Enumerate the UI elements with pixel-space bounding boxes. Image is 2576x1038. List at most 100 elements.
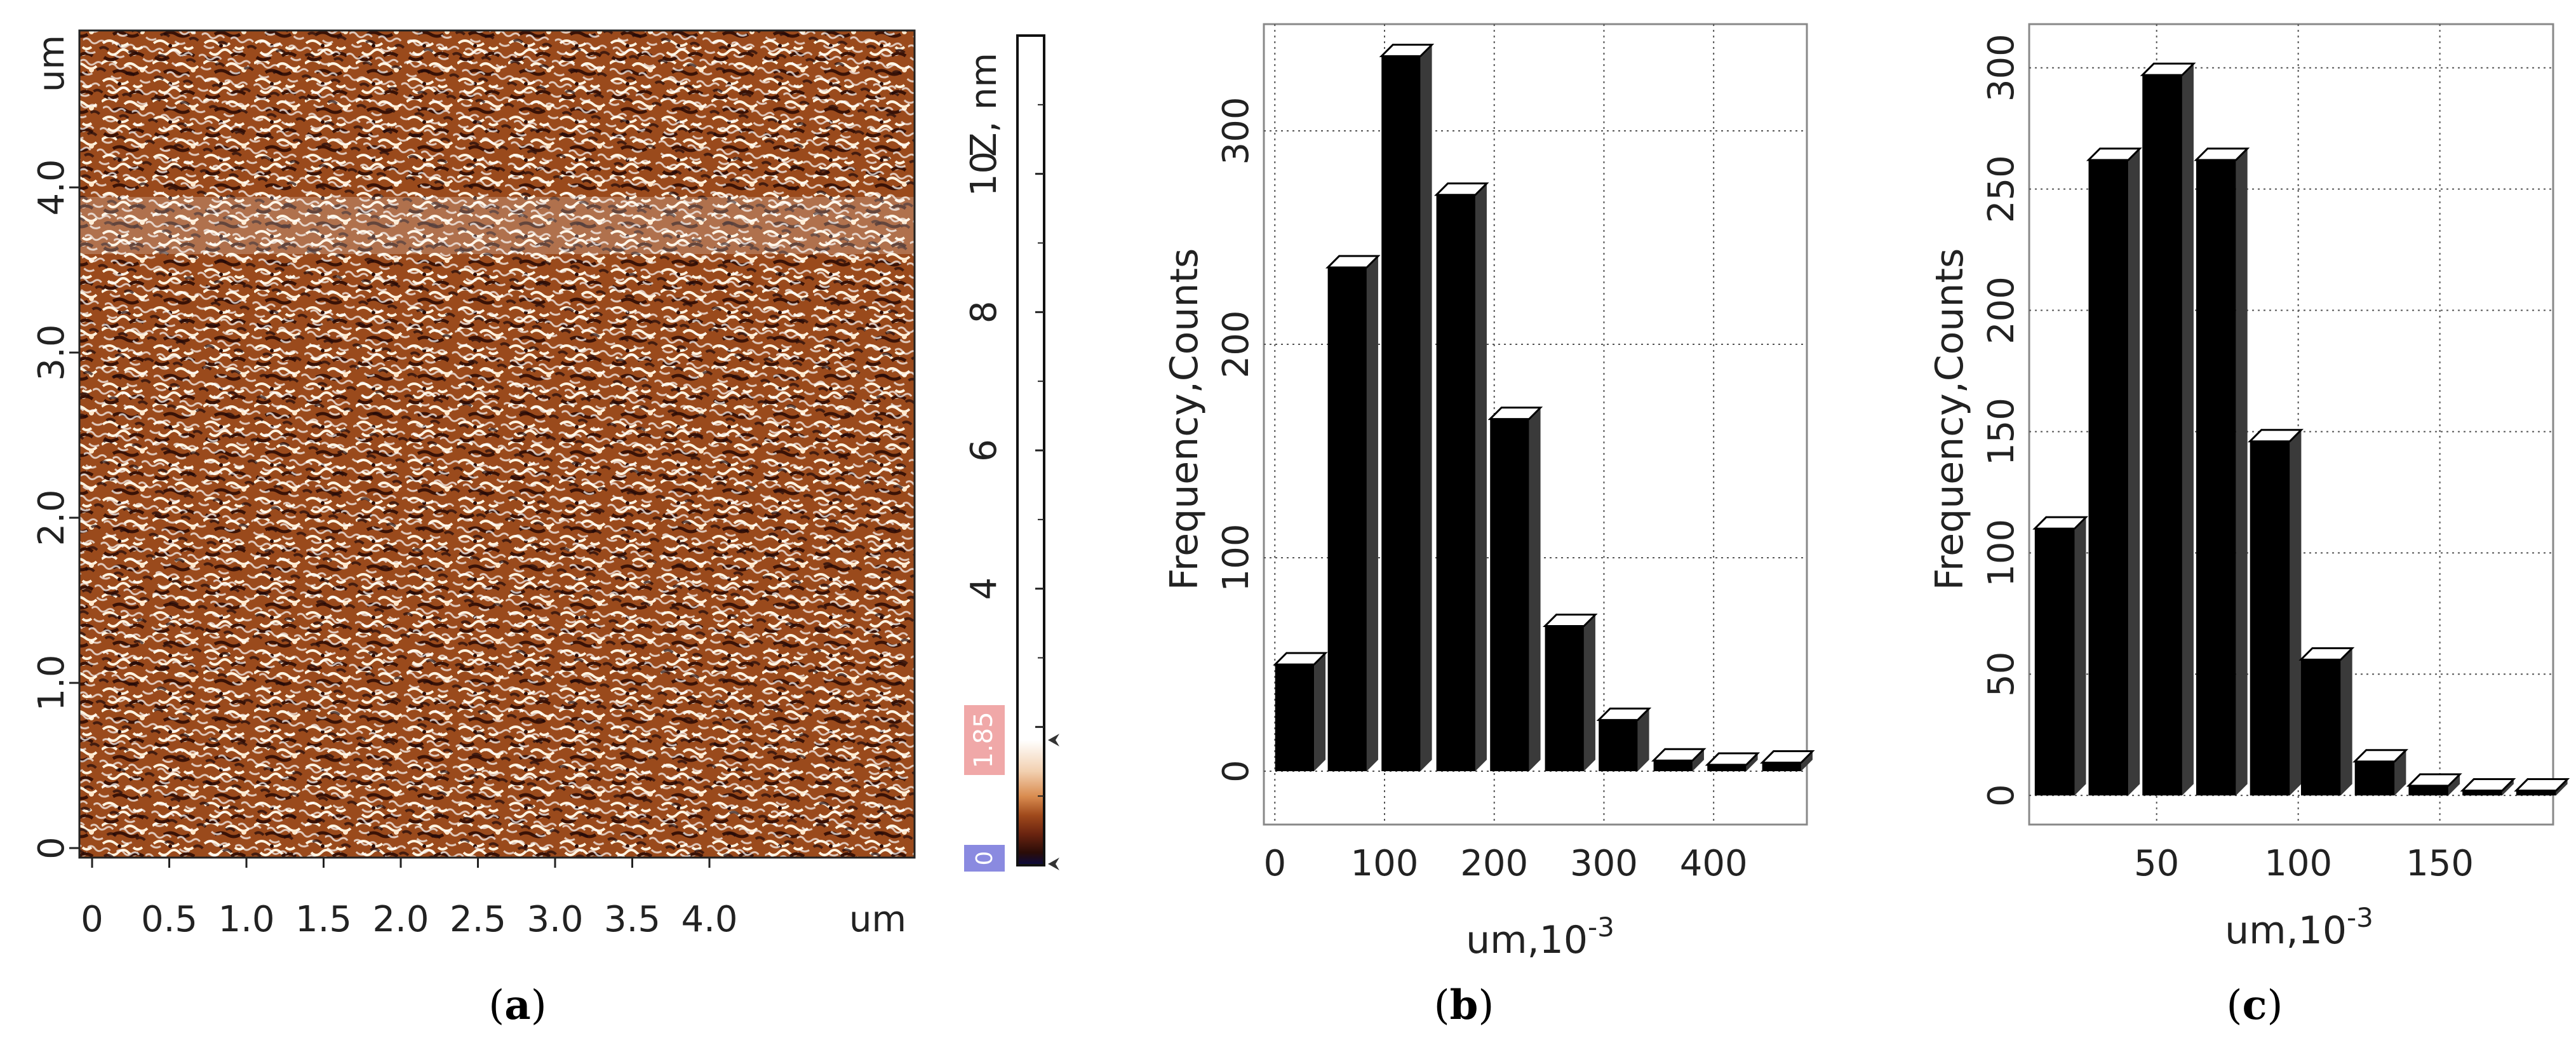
- caption-b-letter: b: [1450, 981, 1479, 1029]
- histogram-b-xlabel-exp: -3: [1588, 912, 1614, 943]
- histogram-b-xlabel: um,10-3: [1466, 912, 1614, 962]
- caption-a-letter: a: [504, 981, 530, 1029]
- afm-x-tick-label: 0: [81, 899, 104, 940]
- histogram-b-x-tick-label: 0: [1263, 843, 1286, 884]
- afm-x-tick-label: 1.5: [295, 899, 352, 940]
- histogram-b-y-tick-label: 200: [1216, 311, 1257, 379]
- histogram-c-bar: [2462, 790, 2502, 796]
- histogram-c-bar-side: [2074, 517, 2086, 796]
- histogram-b-bar: [1762, 762, 1801, 771]
- afm-y-tick-label: 1.0: [31, 654, 72, 711]
- colorbar-tick-label: 10: [963, 151, 1005, 196]
- histogram-c-x-tick-label: 100: [2264, 843, 2332, 884]
- afm-x-tick-label: 2.5: [450, 899, 506, 940]
- afm-frame: [78, 29, 916, 859]
- histogram-b-bar: [1436, 194, 1475, 771]
- afm-y-tick-label: 0: [31, 837, 72, 859]
- histogram-c-bar-top: [2248, 429, 2304, 443]
- histogram-b-bars: [1273, 43, 1815, 771]
- histogram-c-bar-side: [2340, 648, 2352, 796]
- colorbar-ticks: 246810: [963, 104, 1044, 797]
- colorbar-label: Z, nm: [963, 53, 1005, 157]
- afm-axes: 0 0.5 1.0 1.5 2.0 2.5 3.0 3.5 4.0 0 1.0 2.0 3.0 4.0: [31, 159, 738, 940]
- histogram-b-ticks: 0 100 200 300 0 100 200 300 400: [1216, 97, 1748, 884]
- histogram-c-xlabel-base: um,10: [2225, 908, 2347, 953]
- histogram-b-bar-side: [1801, 751, 1813, 771]
- afm-bright-band: [79, 197, 915, 254]
- histogram-b-bar-side: [1637, 708, 1649, 771]
- afm-texture-overlay: [79, 30, 915, 858]
- histogram-c-bar-side: [2290, 429, 2302, 796]
- afm-y-tick-label: 4.0: [31, 159, 72, 215]
- histogram-b-bar-side: [1692, 749, 1704, 771]
- afm-y-tick-label: 2.0: [31, 489, 72, 546]
- caption-a: (a): [488, 981, 546, 1029]
- histogram-c-ylabel: Frequency,Counts: [1928, 248, 1972, 590]
- histogram-c-bar: [2516, 790, 2556, 796]
- histogram-c-x-tick-label: 150: [2406, 843, 2474, 884]
- colorbar-high-value: 1.85: [969, 711, 998, 768]
- afm-x-tick-label: 3.5: [604, 899, 661, 940]
- histogram-c-xlabel-exp: -3: [2347, 902, 2373, 933]
- histogram-b-x-tick-label: 100: [1351, 843, 1419, 884]
- histogram-c-bar-side: [2182, 64, 2194, 796]
- histogram-b-bar: [1545, 626, 1584, 771]
- histogram-b-x-tick-label: 200: [1460, 843, 1528, 884]
- colorbar-tick-label: 4: [963, 577, 1005, 600]
- histogram-b-y-tick-label: 100: [1216, 524, 1257, 592]
- colorbar-low-arrow: [1048, 858, 1059, 870]
- histogram-c-bars: [2032, 62, 2570, 796]
- histogram-c-y-tick-label: 100: [1981, 519, 2022, 587]
- histogram-c-x-tick-label: 50: [2134, 843, 2179, 884]
- histogram-c-bar: [2300, 659, 2341, 796]
- histogram-c-bar-side: [2236, 148, 2248, 796]
- caption-b: (b): [1434, 981, 1494, 1029]
- afm-image-panel: 0 0.5 1.0 1.5 2.0 2.5 3.0 3.5 4.0 0 1.0 2.0 3.0 4.0 u…: [31, 29, 1059, 940]
- histogram-c-y-tick-label: 0: [1981, 784, 2022, 807]
- histogram-c-bar-side: [2128, 148, 2140, 796]
- afm-y-tick-label: 3.0: [31, 324, 72, 381]
- histogram-c-bar-top: [2086, 147, 2142, 161]
- histogram-b-ylabel: Frequency,Counts: [1162, 248, 1207, 590]
- afm-x-tick-label: 0.5: [141, 899, 198, 940]
- colorbar-high-arrow: [1048, 734, 1059, 746]
- colorbar-tick-label: 6: [963, 439, 1005, 462]
- histogram-c-bar-side: [2394, 750, 2406, 796]
- histogram-b-bar-side: [1583, 614, 1595, 771]
- afm-x-tick-label: 3.0: [527, 899, 583, 940]
- histogram-c-y-tick-label: 50: [1981, 652, 2022, 697]
- histogram-c-bar: [2034, 529, 2075, 796]
- histogram-b-x-tick-label: 400: [1680, 843, 1748, 884]
- histogram-c-bar: [2196, 159, 2236, 796]
- colorbar-low-marker: [964, 845, 1005, 872]
- colorbar-high-marker: [964, 705, 1005, 775]
- afm-x-tick-label: 1.0: [218, 899, 274, 940]
- histogram-c-bar: [2408, 785, 2449, 796]
- colorbar-tick-label: 8: [963, 301, 1005, 324]
- histogram-c-bar: [2250, 441, 2290, 796]
- histogram-b-bar-side: [1746, 753, 1758, 771]
- caption-c: (c): [2227, 981, 2283, 1029]
- histogram-b: 0 100 200 300 0 100 200 300 400 Frequency,Counts…: [1162, 23, 1815, 962]
- histogram-b-bar-side: [1420, 44, 1432, 771]
- histogram-b-bar: [1381, 56, 1421, 771]
- histogram-c-bar: [2088, 159, 2129, 796]
- histogram-c-bar-side: [2448, 774, 2460, 796]
- histogram-c-y-tick-label: 150: [1981, 398, 2022, 466]
- afm-x-tick-label: 4.0: [681, 899, 737, 940]
- histogram-c-y-tick-label: 200: [1981, 276, 2022, 344]
- histogram-b-bar: [1327, 267, 1367, 771]
- histogram-b-bar-side: [1475, 183, 1487, 771]
- afm-x-unit: um: [849, 899, 906, 940]
- caption-c-letter: c: [2243, 981, 2267, 1029]
- colorbar-gradient: [1017, 740, 1044, 865]
- histogram-c-bar-top: [2298, 647, 2355, 661]
- histogram-c-ticks: 0 50 100 150 200 250 300 50 100 150: [1981, 34, 2474, 884]
- histogram-c-y-tick-label: 250: [1981, 155, 2022, 223]
- histogram-b-bar-side: [1366, 256, 1378, 771]
- afm-x-tick-label: 2.0: [372, 899, 429, 940]
- colorbar-low-value: 0: [972, 851, 998, 866]
- histogram-b-bar-side: [1529, 407, 1541, 771]
- histogram-b-bar: [1707, 764, 1747, 771]
